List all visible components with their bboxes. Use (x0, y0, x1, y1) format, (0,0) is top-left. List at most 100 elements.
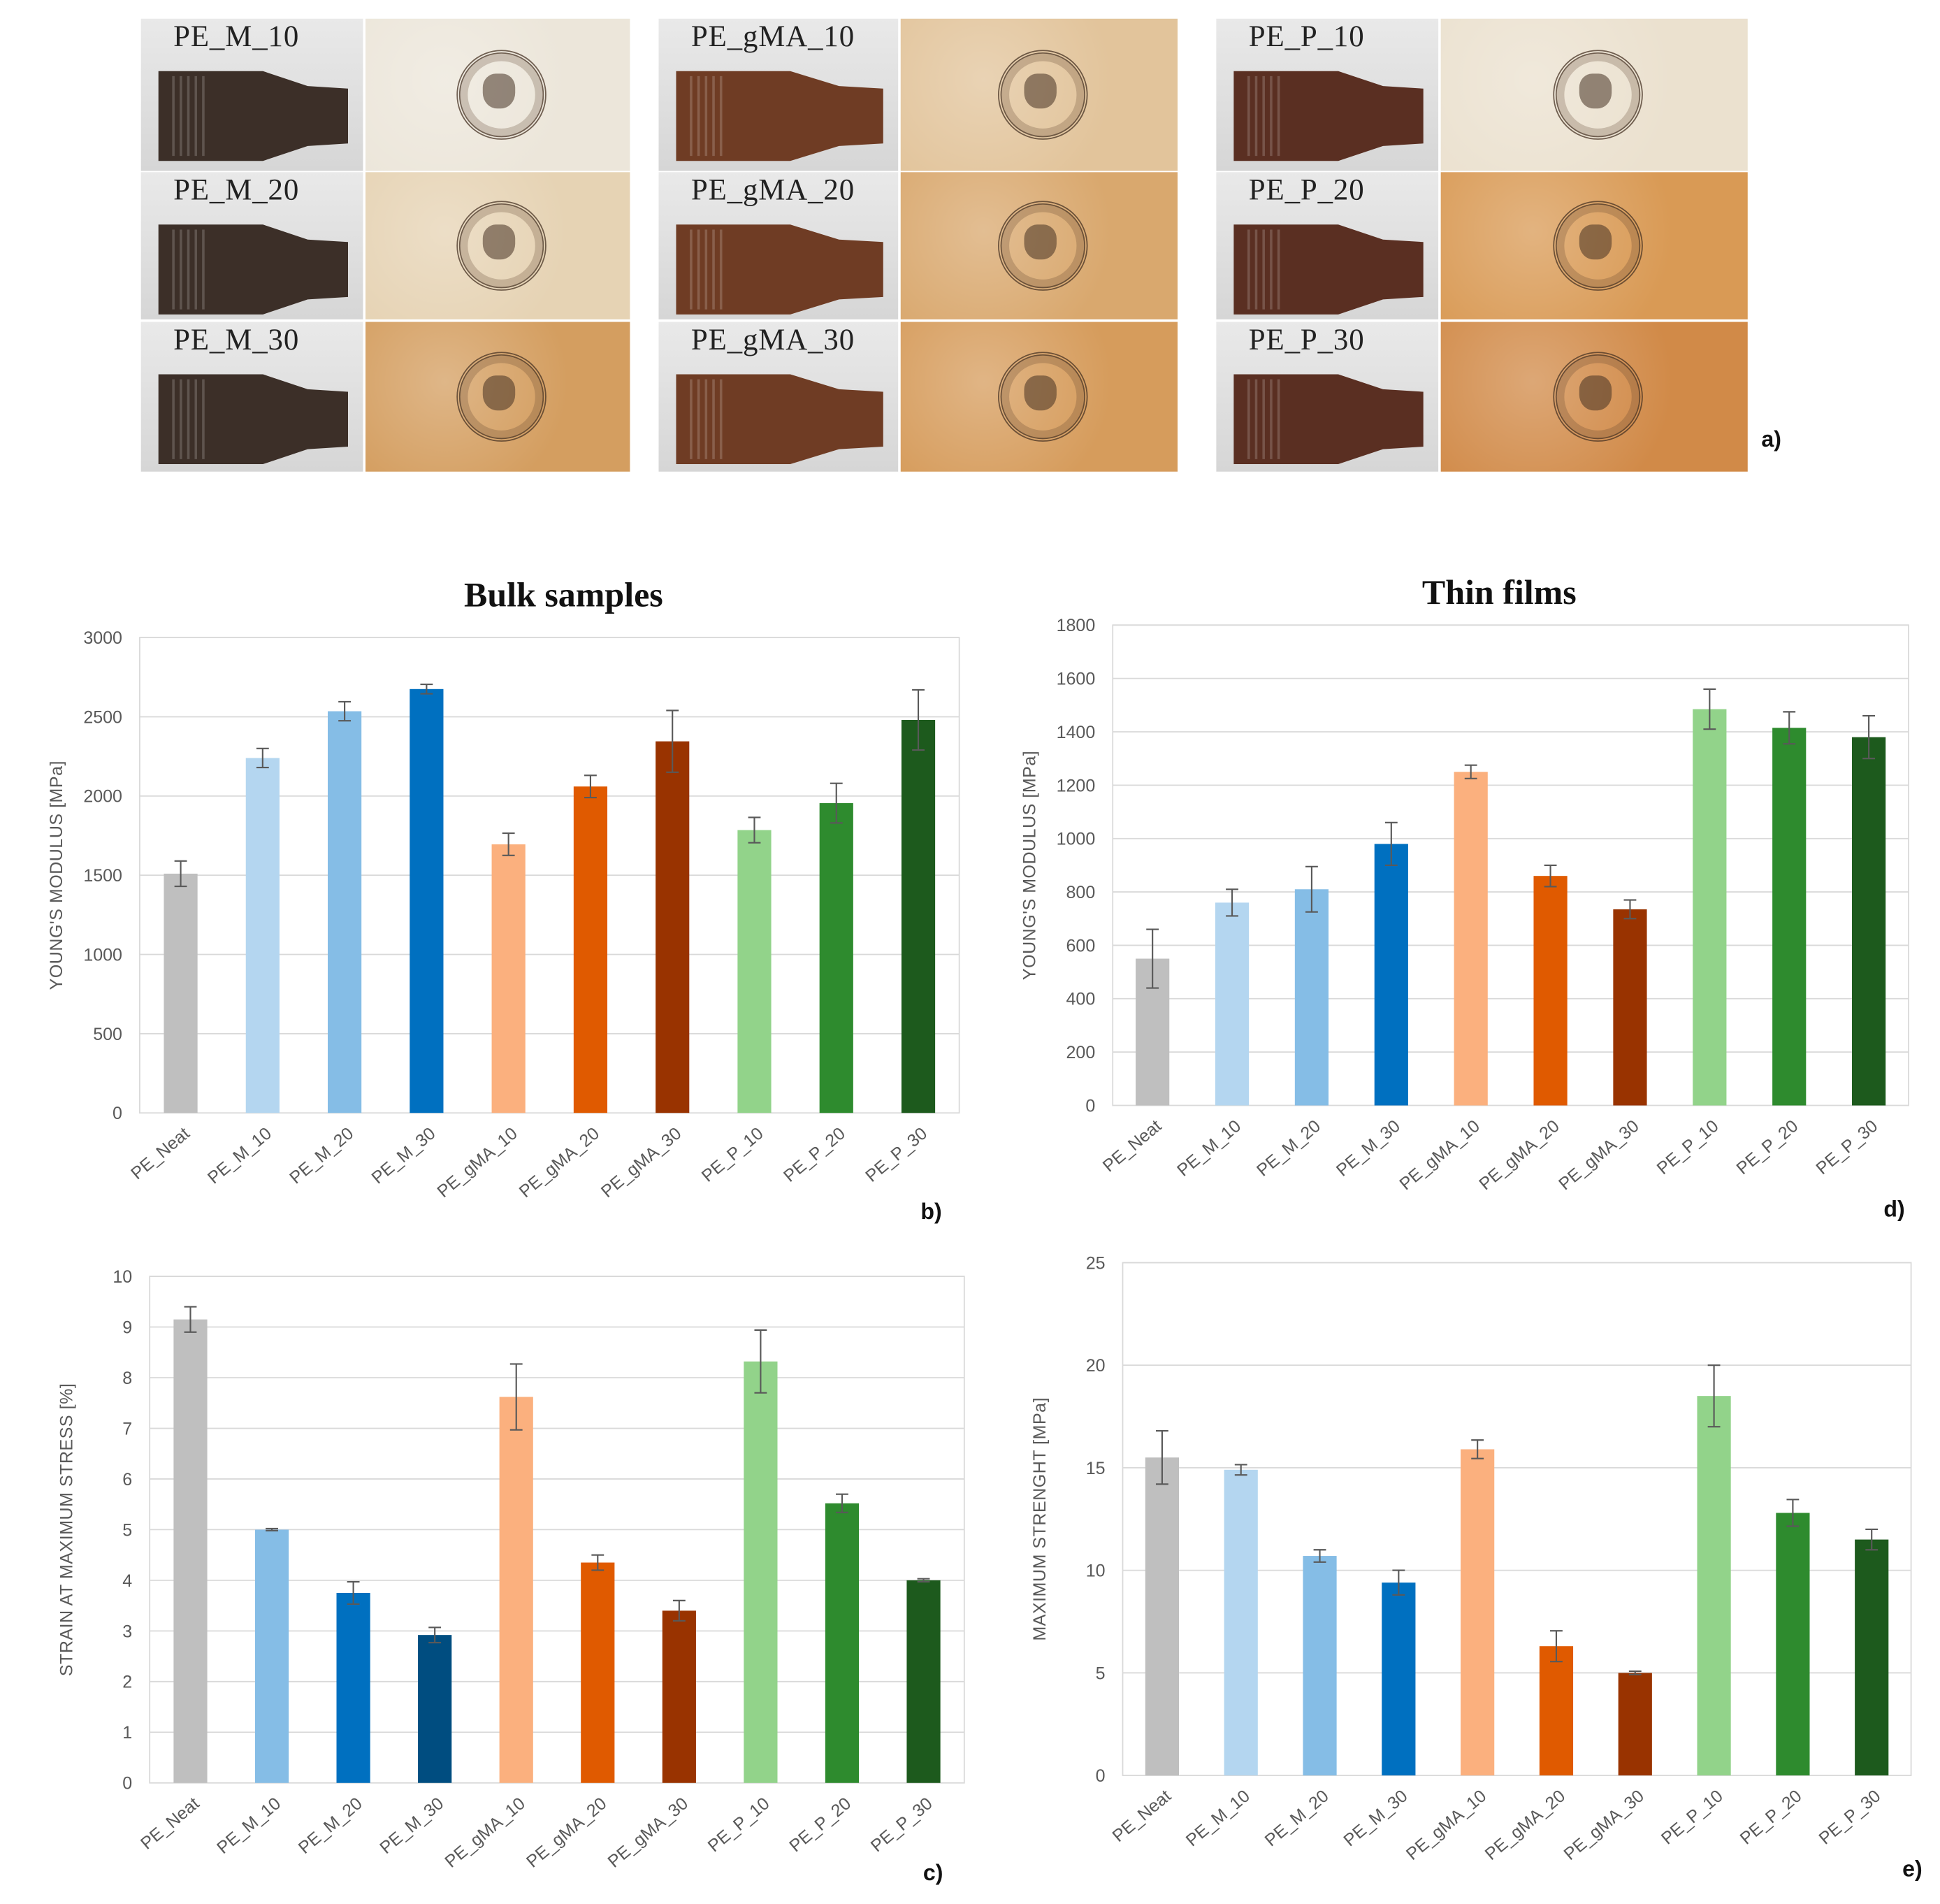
error-bar (509, 1363, 523, 1431)
y-tick-label: 1200 (1057, 776, 1096, 795)
y-tick-label: 1800 (1057, 616, 1096, 635)
error-bar (1226, 888, 1238, 917)
film-photo (900, 322, 1178, 472)
sample-label: PE_P_20 (1248, 174, 1365, 208)
bar-pe-p-20 (1772, 728, 1807, 1106)
film-photo (900, 18, 1178, 171)
y-tick-label: 4 (122, 1571, 132, 1591)
bar-pe-m-30 (418, 1635, 452, 1783)
x-tick-label: PE_M_20 (295, 1794, 366, 1858)
seal-emblem-icon (998, 201, 1088, 291)
x-tick-label: PE_M_10 (204, 1123, 275, 1188)
error-bar (830, 782, 843, 824)
seal-emblem-icon (456, 50, 546, 140)
x-tick-label: PE_P_30 (862, 1123, 931, 1185)
y-tick-label: 2000 (83, 787, 122, 807)
y-tick-label: 3 (122, 1622, 132, 1641)
bar-pe-p-10 (744, 1361, 778, 1783)
bar-pe-m-20 (328, 711, 362, 1113)
bar-pe-p-10 (1693, 709, 1727, 1106)
bar-pe-p-10 (1697, 1396, 1731, 1776)
error-bar (1865, 1528, 1879, 1551)
y-axis-label: YOUNG'S MODULUS [MPa] (47, 760, 66, 990)
error-bar (1550, 1630, 1563, 1663)
dogbone-photo: PE_M_20 (140, 172, 363, 319)
bar-pe-neat (173, 1319, 208, 1783)
x-tick-label: PE_gMA_20 (1482, 1786, 1569, 1864)
y-tick-label: 1500 (83, 866, 122, 886)
dogbone-specimen-icon (1233, 71, 1424, 161)
x-tick-label: PE_gMA_30 (1555, 1116, 1642, 1195)
x-tick-label: PE_P_20 (1732, 1116, 1802, 1178)
y-tick-label: 10 (1086, 1562, 1106, 1581)
error-bar (1392, 1569, 1405, 1596)
y-tick-label: 500 (93, 1025, 122, 1044)
bar-pe-gma-20 (573, 786, 608, 1113)
bar-pe-m-30 (1382, 1582, 1416, 1776)
bulk-strain-chart: 0 1 2 3 4 5 6 7 8 9 10 STRAIN AT MAXIMUM STRESS [%]… (57, 1267, 965, 1885)
y-tick-label: 6 (122, 1470, 132, 1490)
error-bar (428, 1627, 442, 1644)
error-bar (347, 1580, 360, 1606)
y-tick-label: 9 (122, 1318, 132, 1337)
dogbone-specimen-icon (676, 71, 883, 161)
x-tick-label: PE_M_10 (1182, 1786, 1254, 1850)
x-tick-label: PE_Neat (1099, 1116, 1166, 1176)
thin-films-title: Thin films (1421, 574, 1577, 613)
bar-pe-m-10 (254, 1529, 289, 1783)
sample-label: PE_gMA_20 (690, 174, 855, 208)
seal-emblem-icon (456, 201, 546, 291)
error-bar (1384, 821, 1398, 866)
bar-pe-gma-20 (1539, 1646, 1574, 1776)
panel-letter: b) (920, 1199, 941, 1224)
error-bar (584, 774, 597, 799)
error-bar (266, 1527, 278, 1531)
x-tick-label: PE_P_10 (704, 1794, 774, 1856)
y-tick-label: 200 (1066, 1043, 1096, 1062)
dogbone-specimen-icon (158, 71, 349, 161)
dogbone-photo: PE_P_10 (1216, 18, 1439, 171)
y-tick-label: 8 (122, 1369, 132, 1388)
bar-pe-p-30 (1855, 1539, 1889, 1776)
y-tick-label: 5 (1096, 1664, 1106, 1683)
y-tick-label: 5 (122, 1520, 132, 1540)
y-tick-label: 3000 (83, 628, 122, 648)
bar-pe-gma-30 (662, 1610, 696, 1783)
y-tick-label: 25 (1086, 1253, 1106, 1273)
x-tick-label: PE_P_20 (780, 1123, 849, 1185)
error-bar (420, 683, 433, 695)
film-photo (900, 172, 1178, 319)
bar-pe-neat (164, 873, 198, 1113)
x-tick-label: PE_gMA_10 (1396, 1116, 1483, 1195)
panel-letter: e) (1902, 1856, 1923, 1882)
sample-label: PE_gMA_10 (690, 21, 855, 54)
error-bar (1707, 1364, 1721, 1428)
error-bar (1703, 688, 1716, 730)
bar-pe-m-30 (410, 688, 444, 1113)
x-tick-label: PE_gMA_30 (598, 1123, 685, 1202)
panel-letter: c) (923, 1860, 943, 1885)
error-bar (184, 1306, 197, 1333)
bar-pe-p-10 (737, 830, 772, 1113)
y-tick-label: 1000 (1057, 830, 1096, 849)
bar-pe-m-20 (1294, 889, 1329, 1106)
y-tick-label: 15 (1086, 1459, 1106, 1478)
bar-pe-m-30 (1374, 844, 1408, 1106)
error-bar (174, 860, 187, 888)
bar-pe-gma-10 (1454, 772, 1488, 1106)
film-photo (365, 322, 630, 472)
bar-pe-m-10 (1215, 902, 1250, 1106)
bar-pe-m-10 (245, 758, 280, 1113)
sample-label: PE_gMA_30 (690, 324, 855, 357)
error-bar (1623, 899, 1637, 920)
bar-pe-p-20 (819, 803, 853, 1113)
x-tick-label: PE_M_10 (213, 1794, 284, 1858)
y-tick-label: 0 (1085, 1096, 1095, 1116)
dogbone-specimen-icon (158, 224, 349, 315)
bar-pe-gma-10 (499, 1397, 533, 1783)
dogbone-specimen-icon (158, 374, 349, 465)
error-bar (1628, 1670, 1642, 1675)
sample-label: PE_M_20 (173, 174, 300, 208)
seal-emblem-icon (998, 50, 1088, 140)
